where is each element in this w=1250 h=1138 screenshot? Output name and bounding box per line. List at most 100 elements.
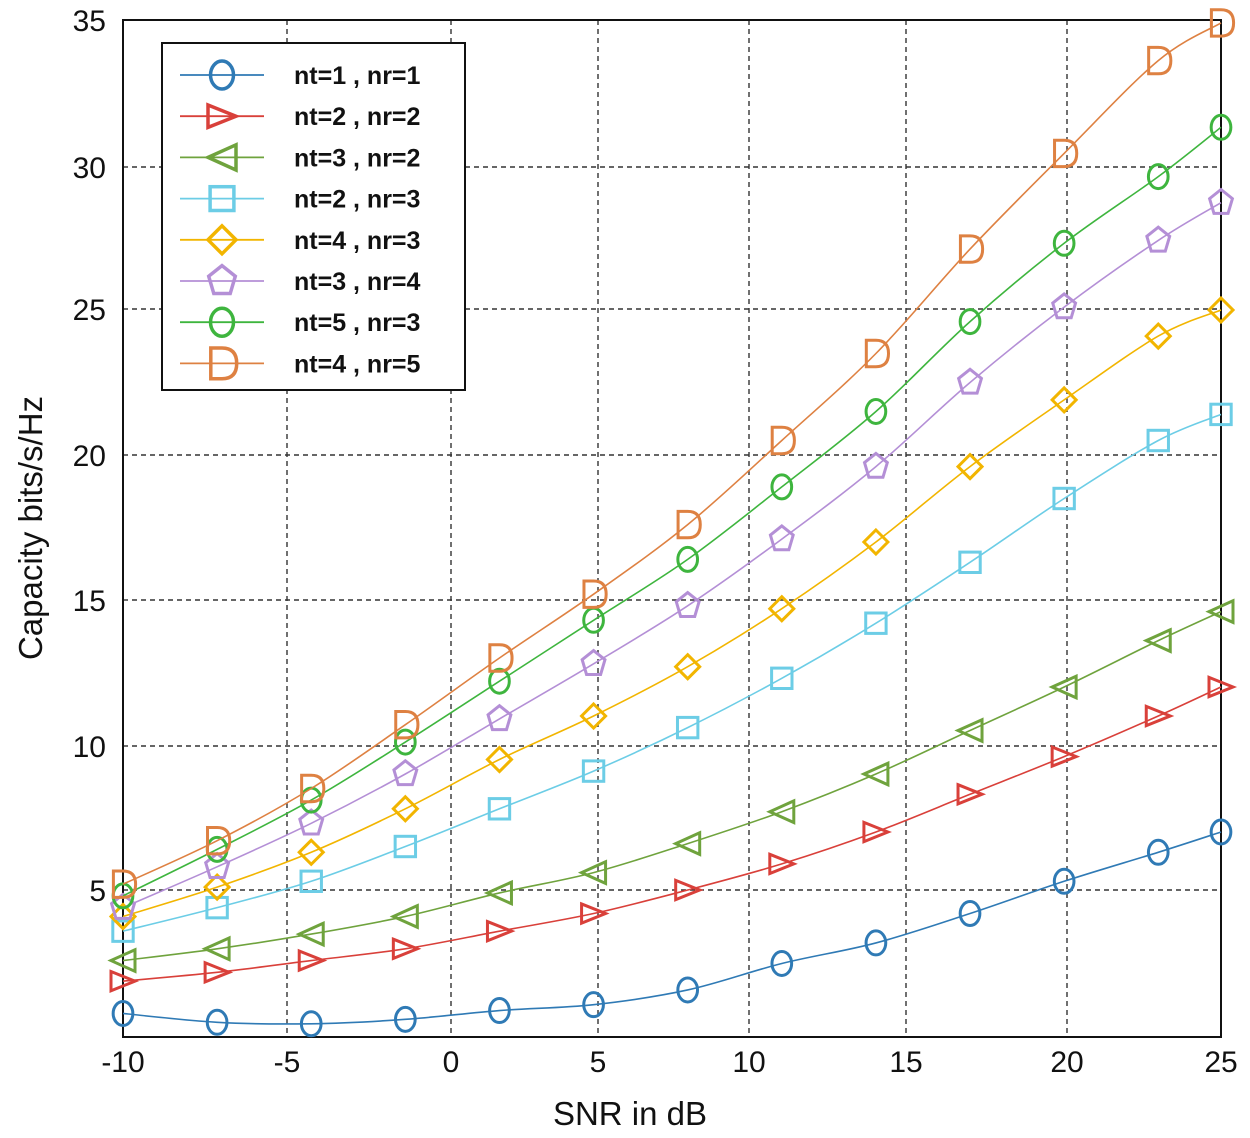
legend-entry: nt=3 , nr=2 — [180, 142, 420, 173]
data-point — [111, 999, 135, 1027]
data-point — [300, 773, 326, 804]
data-point — [954, 717, 984, 744]
data-point — [483, 879, 513, 907]
series-line — [122, 610, 1222, 962]
data-point — [1147, 45, 1173, 76]
legend-label: nt=4 , nr=3 — [294, 227, 420, 255]
data-point — [1206, 295, 1236, 325]
data-point — [676, 545, 700, 573]
data-point — [581, 759, 606, 783]
data-point — [298, 808, 325, 836]
data-point — [1050, 744, 1081, 769]
x-tick-label: 25 — [1204, 1046, 1237, 1079]
data-point — [1146, 428, 1170, 453]
series-line — [122, 413, 1222, 932]
series-line — [122, 309, 1222, 918]
y-tick-label: 10 — [73, 731, 106, 764]
data-point — [770, 666, 794, 690]
data-point — [577, 859, 608, 886]
legend-label: nt=3 , nr=4 — [294, 268, 421, 296]
data-point — [956, 367, 984, 395]
data-point — [864, 338, 891, 369]
legend-label: nt=2 , nr=2 — [294, 103, 420, 131]
data-point — [861, 527, 891, 557]
data-point — [203, 851, 231, 879]
legend-marker — [205, 223, 239, 257]
data-point — [1050, 385, 1079, 415]
legend-box — [161, 42, 466, 391]
data-point — [1144, 704, 1175, 728]
legend-label: nt=5 , nr=3 — [294, 309, 420, 337]
data-point — [394, 710, 420, 740]
data-point — [580, 901, 610, 926]
data-point — [1053, 138, 1079, 169]
data-point — [109, 969, 140, 993]
x-tick-label: 20 — [1050, 1046, 1083, 1079]
data-point — [295, 920, 325, 948]
data-point — [673, 652, 702, 681]
data-point — [767, 594, 796, 623]
data-point — [770, 950, 794, 977]
y-tick-label: 30 — [73, 152, 106, 185]
data-point — [676, 976, 700, 1004]
data-point — [297, 948, 328, 973]
series-8 — [111, 8, 1236, 899]
data-point — [864, 611, 888, 635]
data-point — [862, 451, 890, 479]
data-point — [958, 308, 982, 336]
data-point — [201, 935, 231, 962]
data-point — [675, 715, 700, 740]
data-point — [579, 701, 608, 731]
data-point — [488, 667, 511, 695]
legend-entry: nt=2 , nr=2 — [180, 102, 420, 131]
series-5 — [108, 295, 1236, 931]
data-point — [1146, 838, 1170, 866]
y-tick-label: 35 — [73, 5, 106, 38]
data-point — [1048, 673, 1078, 701]
data-point — [488, 643, 514, 673]
legend-entry: nt=3 , nr=4 — [180, 263, 421, 296]
data-point — [768, 523, 795, 552]
series-3 — [107, 598, 1235, 974]
data-point — [202, 872, 232, 902]
y-tick-label: 25 — [73, 294, 106, 327]
series-line — [122, 831, 1222, 1025]
x-tick-label: 0 — [443, 1046, 460, 1079]
data-point — [768, 852, 798, 876]
legend-marker — [208, 59, 236, 91]
y-tick-label: 15 — [73, 585, 106, 618]
plot-frame — [122, 19, 1222, 1038]
legend-marker — [203, 142, 238, 173]
data-point — [299, 869, 323, 893]
data-point — [672, 830, 702, 857]
data-point — [1051, 291, 1078, 320]
y-tick-label: 20 — [73, 440, 106, 473]
data-point — [955, 452, 985, 481]
data-point — [297, 838, 326, 867]
data-point — [111, 869, 138, 899]
data-point — [203, 960, 234, 985]
data-point — [582, 991, 605, 1019]
data-point — [299, 1010, 323, 1038]
series-2 — [109, 675, 1238, 993]
series-6 — [109, 187, 1235, 920]
tick-labels: -10 -5 0 5 10 15 20 25 5 10 15 20 25 30 35 — [73, 5, 1238, 1079]
data-point — [1209, 818, 1233, 846]
data-point — [205, 1008, 229, 1036]
data-point — [391, 794, 420, 823]
data-point — [1209, 402, 1233, 427]
series-line — [122, 22, 1222, 885]
data-point — [676, 509, 702, 540]
data-point — [107, 947, 137, 974]
data-point — [770, 473, 794, 501]
legend-marker — [208, 184, 236, 213]
x-tick-label: -10 — [101, 1046, 144, 1079]
x-tick-label: -5 — [274, 1046, 301, 1079]
legend-entry: nt=1 , nr=1 — [180, 59, 421, 91]
data-point — [394, 1005, 417, 1033]
legend-label: nt=4 , nr=5 — [294, 350, 421, 378]
data-point — [580, 648, 607, 676]
data-point — [487, 797, 512, 821]
y-axis-title: Capacity bits/s/Hz — [12, 396, 49, 660]
data-point — [111, 919, 135, 943]
